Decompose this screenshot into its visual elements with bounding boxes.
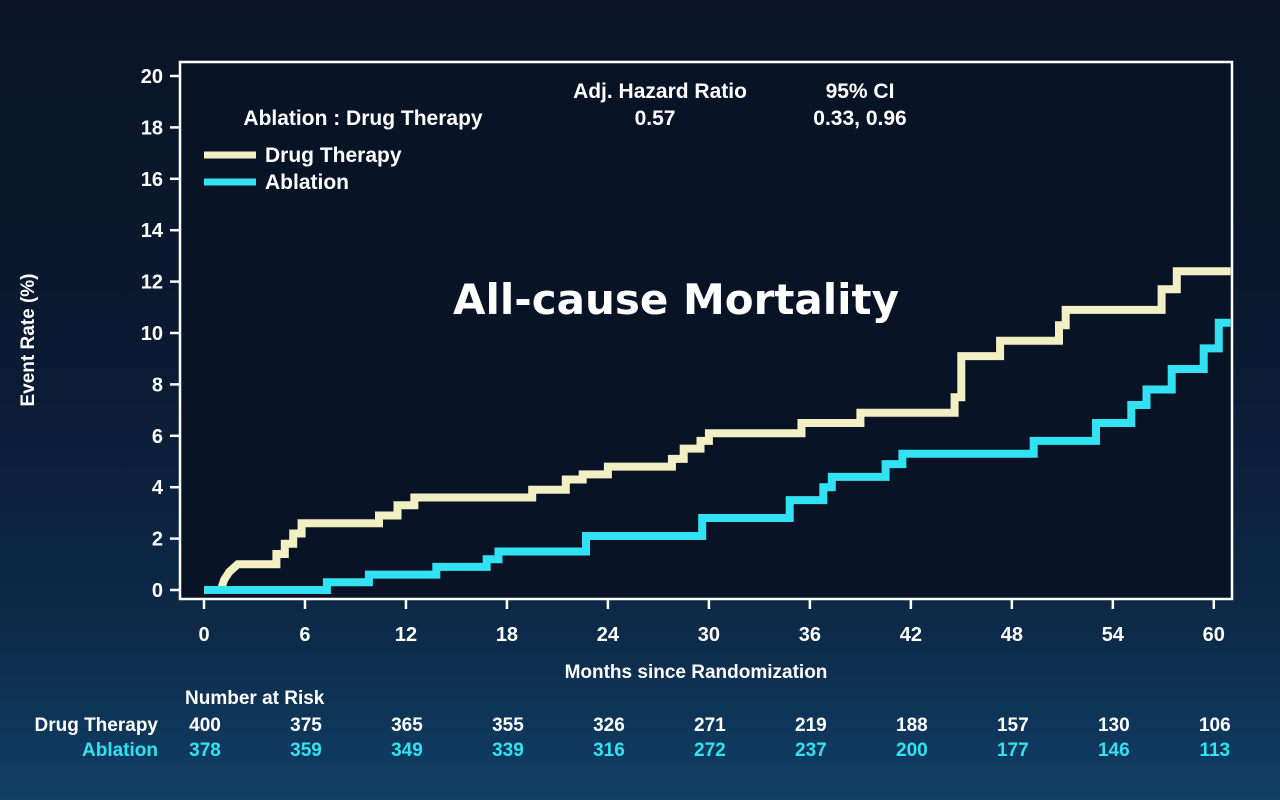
risk-row-label: Drug Therapy [34,715,158,736]
series-line-ablation [204,318,1231,594]
y-tick-label: 4 [152,477,164,499]
x-tick-label: 18 [496,624,518,646]
y-tick-label: 16 [141,169,163,191]
legend-label-drug-therapy: Drug Therapy [265,144,402,167]
risk-value: 219 [795,715,827,736]
risk-value: 378 [189,740,221,761]
y-axis: 0 2 4 6 8 10 12 14 16 18 20 [141,66,180,602]
x-tick-label: 0 [198,624,209,646]
x-tick-label: 54 [1102,624,1125,646]
x-tick-label: 36 [799,624,821,646]
x-tick-label: 12 [395,624,417,646]
risk-value: 106 [1199,715,1231,736]
risk-value: 326 [593,715,625,736]
risk-value: 400 [189,715,221,736]
legend-label-ablation: Ablation [265,171,349,194]
risk-value: 130 [1098,715,1130,736]
y-tick-label: 18 [141,117,163,139]
y-tick-label: 14 [141,220,164,242]
risk-value: 177 [997,740,1029,761]
risk-value: 359 [290,740,322,761]
risk-row-label: Ablation [82,740,158,761]
x-tick-label: 60 [1203,624,1225,646]
risk-table-header: Number at Risk [185,688,325,709]
y-axis-label: Event Rate (%) [18,273,39,406]
x-tick-label: 6 [299,624,310,646]
y-tick-label: 12 [141,272,163,294]
series-layer [204,267,1231,594]
risk-value: 113 [1199,740,1230,761]
risk-value: 339 [492,740,524,761]
stats-hazard-ratio: 0.57 [635,107,676,130]
series-line-drug-therapy [204,267,1231,594]
risk-value: 200 [896,740,928,761]
x-tick-label: 48 [1001,624,1023,646]
y-tick-label: 0 [152,580,163,602]
stats-col-header-hr: Adj. Hazard Ratio [573,80,747,103]
x-tick-label: 24 [597,624,620,646]
chart-title: All-cause Mortality [453,275,899,324]
risk-value: 355 [492,715,524,736]
risk-value: 272 [694,740,726,761]
x-axis: 0 6 12 18 24 30 36 42 48 54 60 [198,599,1225,646]
stats-col-header-ci: 95% CI [826,80,895,103]
risk-value: 237 [795,740,827,761]
y-tick-label: 6 [152,426,163,448]
risk-value: 157 [997,715,1029,736]
y-tick-label: 10 [141,323,163,345]
stats-row-label: Ablation : Drug Therapy [243,107,482,130]
risk-value: 146 [1098,740,1130,761]
risk-value: 316 [593,740,625,761]
risk-table: Drug Therapy 400 375 365 355 326 271 219 188 157 1… [34,715,1230,761]
y-tick-label: 8 [152,374,163,396]
x-tick-label: 42 [900,624,922,646]
risk-value: 188 [896,715,928,736]
stats-ci-value: 0.33, 0.96 [813,107,906,130]
x-tick-label: 30 [698,624,720,646]
x-axis-label: Months since Randomization [565,662,828,683]
y-tick-label: 2 [152,529,163,551]
y-tick-label: 20 [141,66,163,88]
risk-value: 271 [694,715,726,736]
risk-value: 365 [391,715,423,736]
risk-value: 349 [391,740,423,761]
risk-value: 375 [290,715,322,736]
